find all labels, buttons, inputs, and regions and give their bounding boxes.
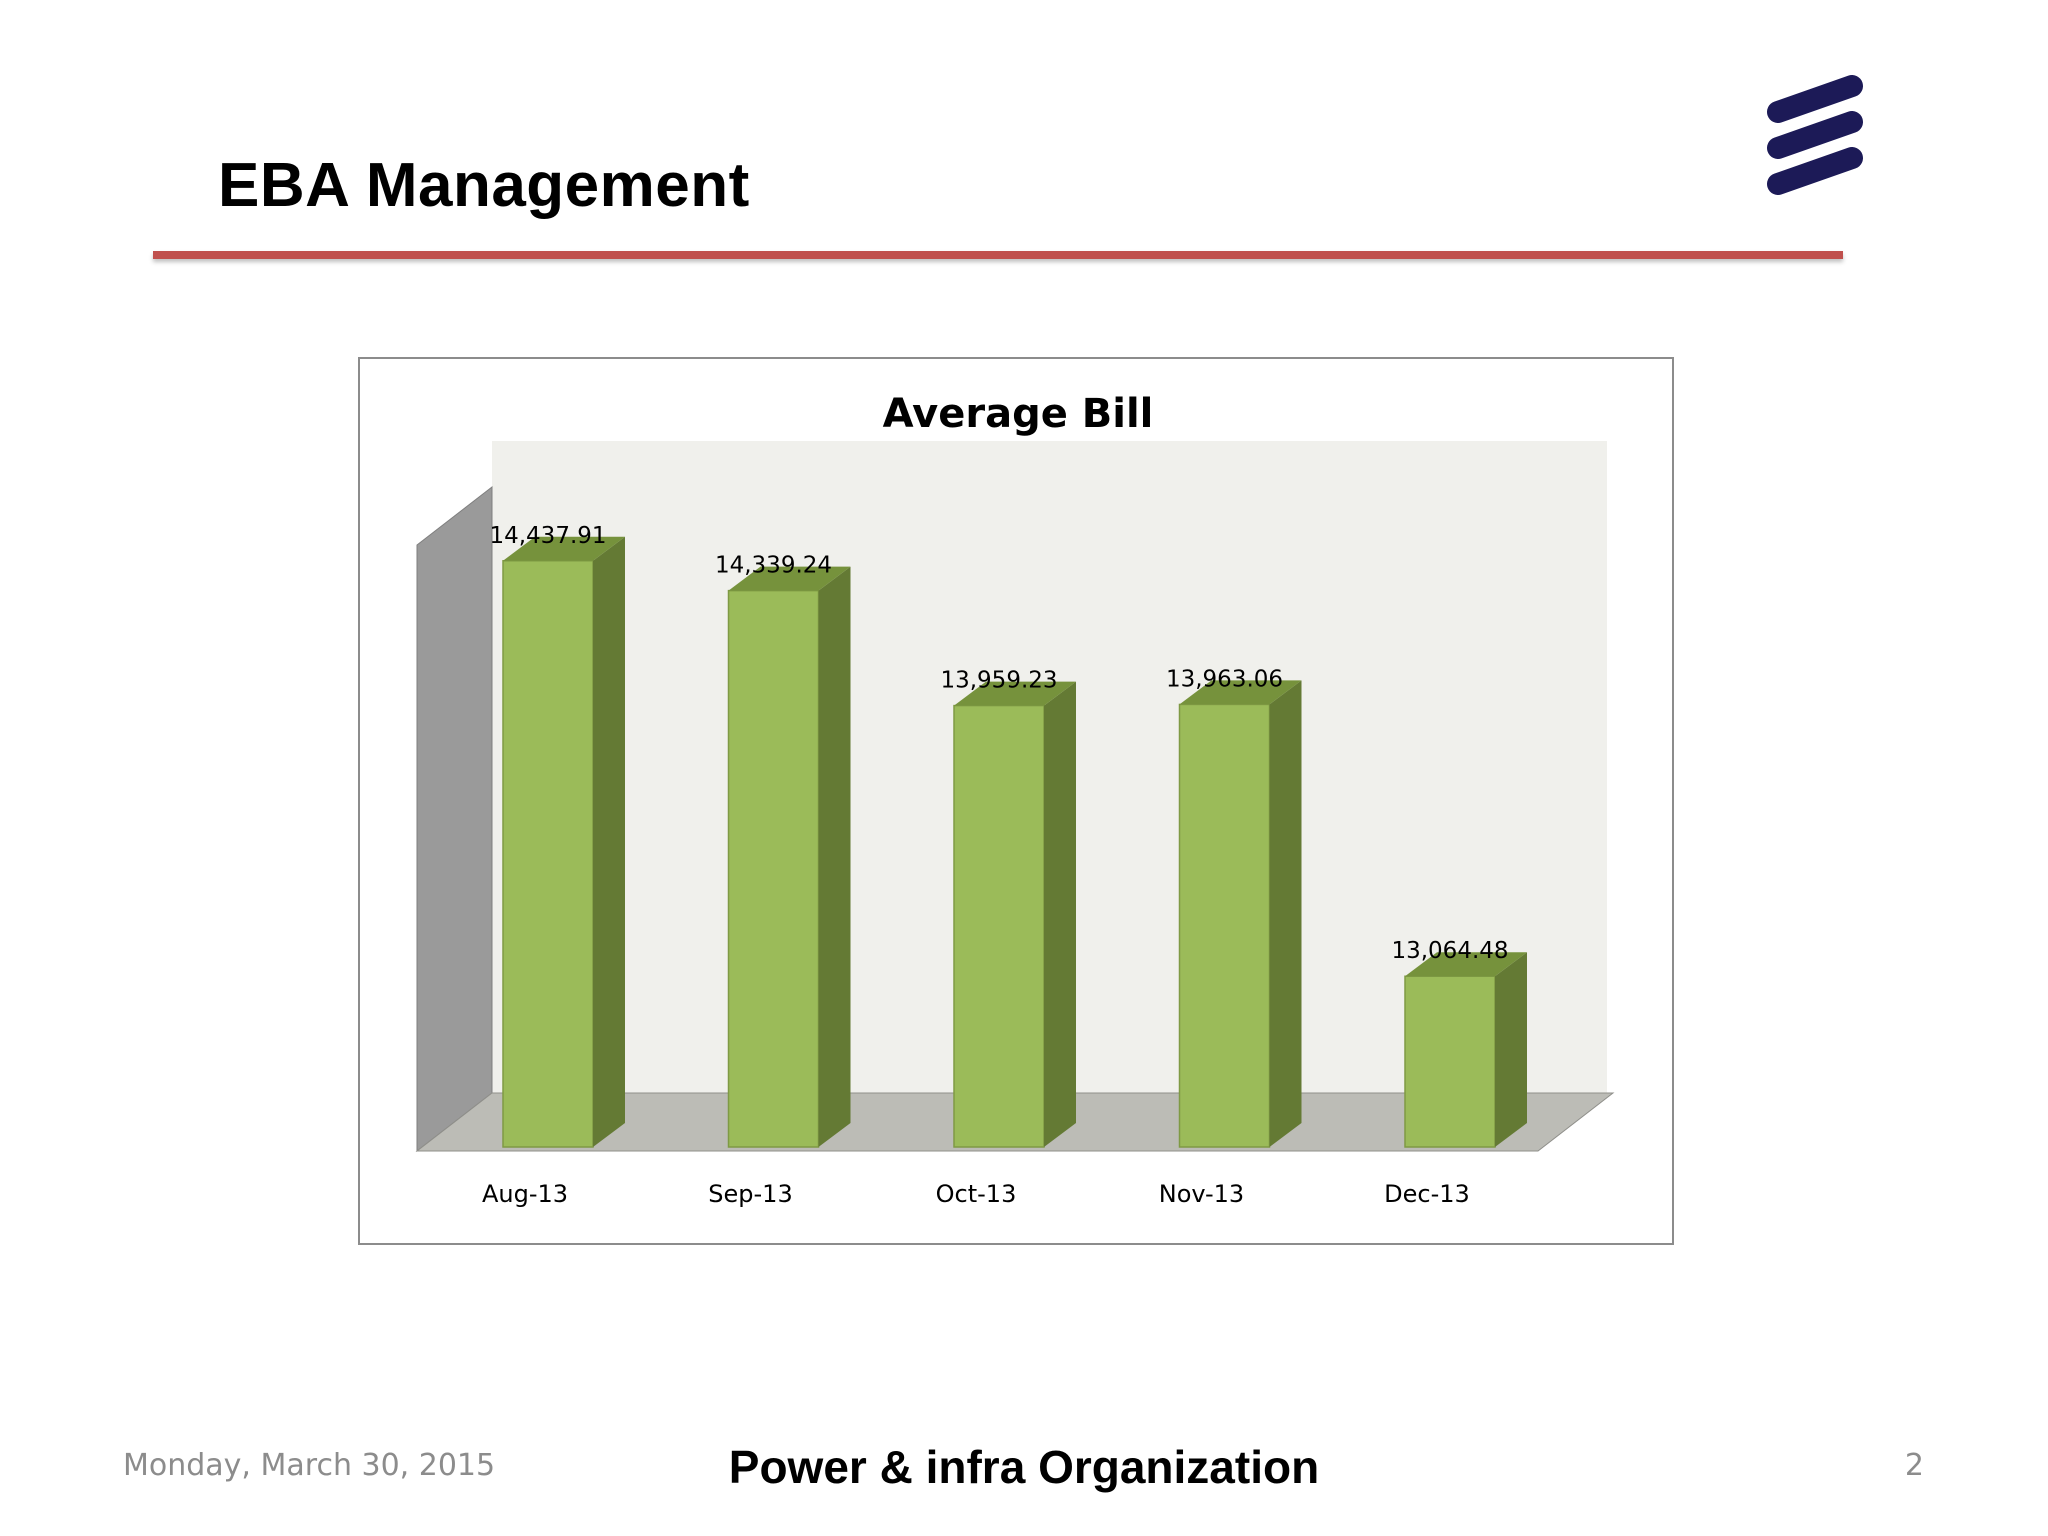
bar-Aug-13 (502, 560, 594, 1148)
category-label: Oct-13 (936, 1180, 1017, 1208)
bar-top-Aug-13 (503, 536, 625, 561)
ericsson-logo-icon (1767, 75, 1863, 195)
footer-date: Monday, March 30, 2015 (123, 1448, 496, 1483)
bar-side-Sep-13 (818, 566, 851, 1147)
bar-Nov-13 (1178, 703, 1271, 1148)
category-label: Aug-13 (482, 1180, 568, 1208)
title-underline (153, 251, 1843, 259)
bar-side-Oct-13 (1044, 681, 1076, 1147)
bar-top-Sep-13 (728, 566, 851, 591)
category-label: Nov-13 (1159, 1180, 1244, 1208)
chart-title: Average Bill (883, 391, 1154, 437)
bar-side-Dec-13 (1495, 952, 1527, 1147)
slide-title: EBA Management (218, 151, 750, 220)
data-label: 13,963.06 (1166, 666, 1283, 692)
bar-top-Dec-13 (1405, 952, 1527, 977)
bar-top-Oct-13 (954, 681, 1076, 706)
page-number: 2 (1904, 1448, 1924, 1483)
chart-side-wall (416, 485, 493, 1153)
data-label: 13,959.23 (940, 668, 1057, 694)
bar-top-Nov-13 (1179, 680, 1302, 705)
chart-bars (502, 536, 1527, 1148)
bar-Sep-13 (727, 589, 820, 1148)
data-label: 14,437.91 (489, 523, 606, 549)
bar-side-Nov-13 (1269, 680, 1302, 1147)
data-label: 14,339.24 (715, 553, 832, 579)
bar-side-Aug-13 (593, 536, 625, 1147)
data-label: 13,064.48 (1391, 938, 1508, 964)
average-bill-chart: Average Bill 14,437.91 Aug-13 14,339.24 Sep… (358, 357, 1674, 1245)
category-label: Dec-13 (1384, 1180, 1470, 1208)
chart-labels: 14,437.91 Aug-13 14,339.24 Sep-13 13,959.23 O… (482, 523, 1509, 1208)
bar-Dec-13 (1404, 975, 1496, 1148)
category-label: Sep-13 (708, 1180, 792, 1208)
chart-canvas: Average Bill 14,437.91 Aug-13 14,339.24 Sep… (415, 391, 1615, 1208)
footer-organization: Power & infra Organization (728, 1441, 1320, 1493)
bar-Oct-13 (953, 704, 1045, 1148)
